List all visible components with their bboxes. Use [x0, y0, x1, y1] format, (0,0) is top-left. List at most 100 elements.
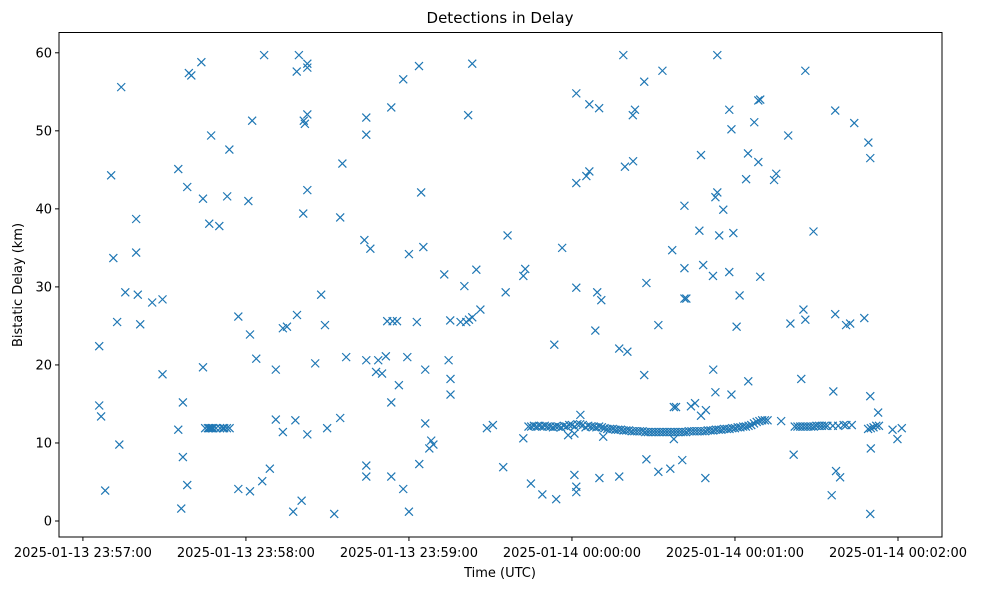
- data-point: [871, 421, 881, 431]
- data-point: [297, 496, 307, 506]
- data-point: [598, 432, 608, 442]
- data-point: [873, 408, 883, 417]
- data-point: [800, 315, 810, 325]
- data-point: [820, 421, 830, 431]
- data-point: [743, 376, 753, 386]
- data-point: [859, 313, 869, 323]
- data-point: [827, 490, 837, 500]
- data-point: [225, 423, 235, 433]
- data-point: [114, 440, 124, 449]
- data-point: [482, 423, 492, 433]
- data-point: [178, 397, 188, 407]
- data-point: [828, 387, 838, 396]
- data-point: [667, 245, 677, 255]
- data-point: [106, 170, 116, 180]
- data-point: [302, 59, 312, 69]
- data-point: [653, 467, 663, 477]
- data-point: [835, 472, 845, 482]
- data-point: [614, 472, 624, 481]
- data-point: [135, 319, 145, 329]
- data-point: [371, 367, 381, 377]
- data-point: [182, 480, 192, 490]
- y-tick-label: 30: [35, 280, 52, 295]
- data-point: [298, 209, 308, 218]
- data-point: [196, 57, 206, 67]
- data-point: [300, 119, 310, 129]
- y-tick-label: 40: [35, 202, 52, 217]
- data-point: [501, 287, 511, 297]
- data-point: [653, 320, 663, 330]
- data-point: [178, 452, 188, 462]
- data-point: [302, 63, 312, 73]
- data-point: [292, 310, 302, 320]
- data-point: [564, 420, 574, 430]
- data-point: [571, 88, 581, 98]
- data-point: [526, 479, 536, 488]
- x-tick-label: 2025-01-13 23:59:00: [340, 546, 478, 561]
- chart-title: Detections in Delay: [427, 9, 574, 27]
- data-point: [233, 484, 243, 494]
- data-point: [386, 102, 396, 112]
- data-point: [471, 265, 481, 275]
- data-point: [893, 434, 902, 444]
- data-point: [584, 166, 594, 176]
- data-point: [467, 59, 477, 69]
- data-point: [789, 450, 799, 460]
- data-point: [265, 464, 275, 474]
- x-axis-ticks: 2025-01-13 23:57:00 2025-01-13 23:58:00 20…: [14, 537, 967, 561]
- data-point: [412, 317, 422, 327]
- data-point: [537, 490, 547, 499]
- data-point: [584, 99, 594, 109]
- data-point: [641, 454, 651, 464]
- data-point: [518, 271, 528, 281]
- data-point: [251, 354, 261, 364]
- data-point: [597, 422, 607, 432]
- data-point: [596, 295, 606, 305]
- data-point: [158, 369, 167, 379]
- data-point: [224, 145, 234, 154]
- data-point: [271, 365, 281, 375]
- data-point: [694, 226, 704, 236]
- data-point: [575, 410, 585, 420]
- data-point: [708, 365, 718, 375]
- data-point: [498, 462, 508, 472]
- data-point: [569, 470, 579, 480]
- data-point: [204, 219, 214, 229]
- data-point: [464, 315, 474, 325]
- data-point: [897, 423, 907, 433]
- data-point: [147, 298, 157, 307]
- data-point: [518, 433, 528, 443]
- data-point: [755, 95, 765, 105]
- data-point: [630, 105, 640, 115]
- data-point: [463, 110, 473, 120]
- data-point: [622, 347, 632, 357]
- data-point: [414, 459, 424, 469]
- data-point: [218, 423, 228, 433]
- data-point: [116, 82, 126, 92]
- data-point: [208, 423, 218, 433]
- data-point: [769, 175, 779, 185]
- data-point: [888, 425, 897, 435]
- data-point: [322, 423, 332, 433]
- data-point: [112, 317, 122, 327]
- data-point: [714, 230, 724, 240]
- data-point: [732, 322, 742, 332]
- data-point: [204, 423, 214, 433]
- data-point: [361, 472, 371, 481]
- data-point: [446, 390, 455, 400]
- data-point: [94, 401, 104, 410]
- data-point: [245, 330, 255, 339]
- data-point: [830, 309, 840, 319]
- data-point: [701, 405, 711, 415]
- data-point: [866, 423, 876, 433]
- data-point: [206, 131, 216, 140]
- data-point: [475, 305, 485, 314]
- data-point: [215, 423, 225, 433]
- data-point: [96, 412, 106, 421]
- data-point: [120, 287, 130, 297]
- data-point: [207, 423, 217, 433]
- data-point: [594, 422, 604, 432]
- data-point: [847, 420, 857, 430]
- data-point: [839, 420, 849, 430]
- data-point: [302, 110, 312, 119]
